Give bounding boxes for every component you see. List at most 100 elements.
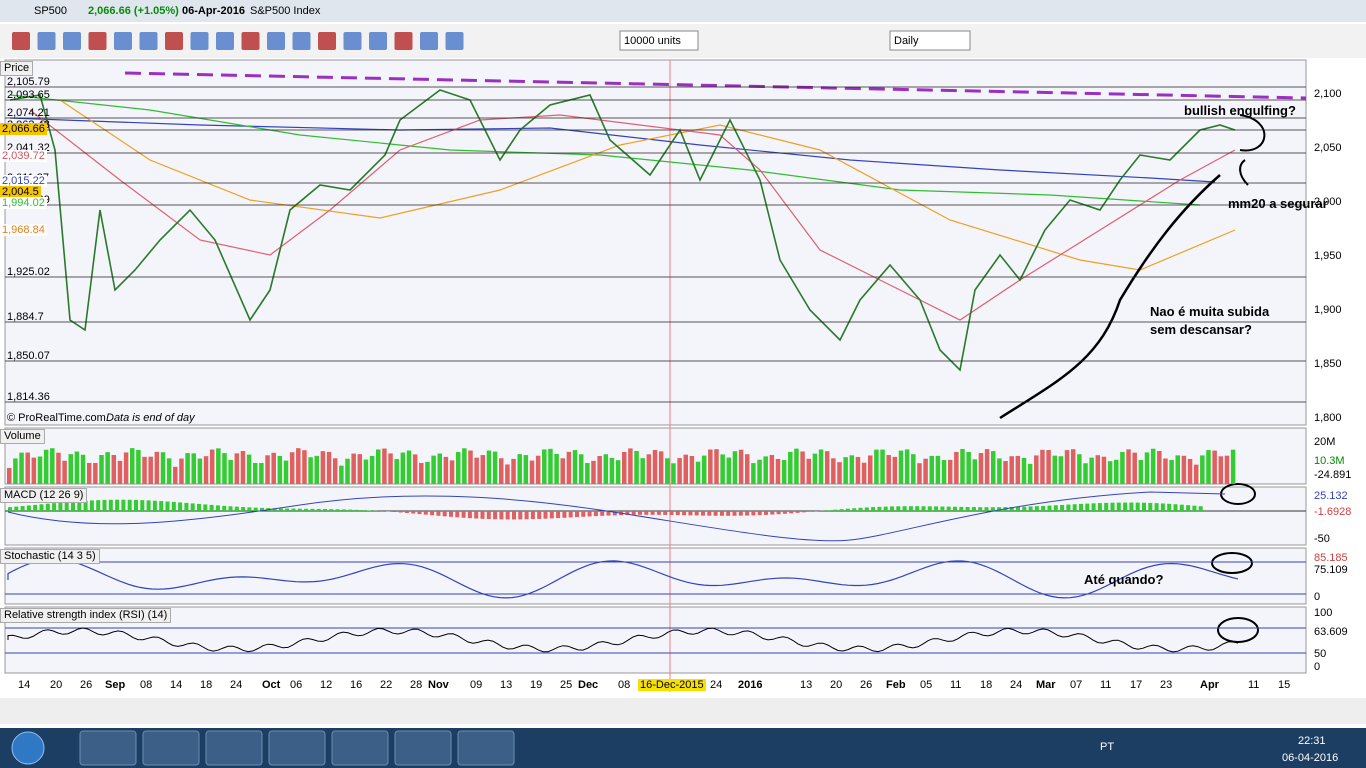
price-panel: [4, 59, 1307, 426]
period-dropdown[interactable]: [889, 30, 971, 51]
macd-bar: [1091, 503, 1096, 511]
macd-bar: [505, 511, 510, 520]
volume-bar: [357, 454, 363, 484]
tool-icon: [292, 32, 311, 50]
taskbar-app[interactable]: [268, 730, 326, 766]
taskbar-app[interactable]: [394, 730, 452, 766]
stoch-label: 75.109: [1314, 564, 1348, 576]
volume-bar: [535, 455, 541, 484]
volume-bar: [25, 452, 30, 484]
volume-bar: [677, 458, 682, 484]
macd-bar: [499, 511, 504, 520]
date-label: 17: [1130, 679, 1143, 691]
volume-bar: [935, 455, 941, 484]
volume-bar: [425, 461, 430, 484]
macd-bar: [1192, 505, 1197, 511]
macd-bar: [625, 511, 630, 516]
volume-bar: [960, 448, 965, 484]
price-marker: 2,039.72: [0, 150, 47, 162]
volume-label: -24.891: [1314, 469, 1352, 481]
volume-bar: [665, 458, 670, 484]
date-label: 23: [1160, 679, 1173, 691]
volume-bar: [1064, 450, 1070, 484]
volume-bar: [1212, 450, 1217, 484]
volume-bar: [1200, 455, 1205, 484]
price-level-label: 2,074.21: [7, 107, 50, 119]
volume-bar: [542, 449, 547, 484]
price-level-label: 1,814.36: [7, 391, 50, 403]
volume-bar: [203, 456, 209, 484]
macd-bar: [367, 510, 372, 511]
taskbar-app[interactable]: [205, 730, 263, 766]
macd-bar: [83, 500, 88, 511]
price-level-label: 1,850.07: [7, 350, 50, 362]
volume-bar: [443, 456, 449, 484]
macd-bar: [581, 511, 586, 517]
volume-bar: [345, 458, 350, 484]
macd-panel: [4, 486, 1307, 546]
volume-bar: [824, 451, 830, 484]
price-marker: 2,015.22: [0, 175, 47, 187]
volume-bar: [1040, 449, 1045, 484]
tool-icon: [318, 32, 336, 50]
taskbar-app[interactable]: [331, 730, 389, 766]
volume-bar: [966, 452, 971, 484]
taskbar-app[interactable]: [142, 730, 200, 766]
volume-bar: [105, 452, 110, 484]
macd-bar: [1167, 503, 1172, 511]
macd-bar: [234, 506, 239, 511]
macd-bar: [556, 511, 561, 519]
volume-bar: [234, 453, 240, 484]
macd-bar: [864, 507, 869, 511]
macd-bar: [990, 507, 995, 511]
macd-bar: [927, 506, 932, 511]
volume-bar: [222, 453, 227, 484]
volume-bar: [1206, 450, 1211, 484]
start-button[interactable]: [11, 731, 45, 765]
volume-bar: [388, 453, 393, 484]
tool-icon: [88, 32, 107, 50]
macd-bar: [178, 502, 183, 511]
volume-bar: [1175, 455, 1180, 484]
price-level-label: 1,925.02: [7, 266, 50, 278]
volume-bar: [628, 448, 633, 484]
volume-bar: [1138, 459, 1144, 484]
ma-blue: [9, 117, 1216, 183]
volume-bar: [831, 458, 836, 484]
units-dropdown[interactable]: [619, 30, 699, 51]
macd-bar: [58, 502, 63, 511]
volume-bar: [794, 448, 799, 484]
macd-bar: [883, 506, 888, 511]
y-axis-label: 2,000: [1314, 196, 1342, 208]
volume-bar: [726, 457, 732, 484]
volume-bar: [849, 455, 855, 484]
volume-bar: [1052, 455, 1057, 484]
rsi-line: [7, 627, 1239, 653]
date-label: 12: [320, 679, 333, 691]
taskbar-app[interactable]: [457, 730, 515, 766]
macd-bar: [260, 507, 264, 511]
macd-bar: [1198, 506, 1203, 511]
tool-icon: [241, 32, 260, 50]
date-label: 20: [830, 679, 843, 691]
volume-bar: [1058, 456, 1064, 484]
volume-bar: [302, 450, 307, 484]
date-label: 18: [980, 679, 993, 691]
macd-bar: [304, 508, 309, 511]
macd-bar: [751, 511, 756, 516]
date-label: 24: [230, 679, 243, 691]
volume-bar: [93, 462, 98, 484]
taskbar-app[interactable]: [79, 730, 137, 766]
y-axis-label: 1,800: [1314, 412, 1342, 424]
stoch-label: 0: [1314, 591, 1321, 603]
hand-drawn-curve: [999, 174, 1221, 420]
macd-bar: [222, 505, 227, 511]
clock-time: 22:31: [1298, 735, 1326, 747]
macd-bar: [1016, 506, 1020, 511]
y-axis-label: 2,050: [1314, 142, 1342, 154]
macd-bar: [203, 504, 208, 511]
volume-bar: [701, 455, 707, 484]
macd-bar: [512, 511, 516, 520]
scrollbar[interactable]: [0, 698, 1366, 724]
macd-line: [7, 491, 1226, 542]
